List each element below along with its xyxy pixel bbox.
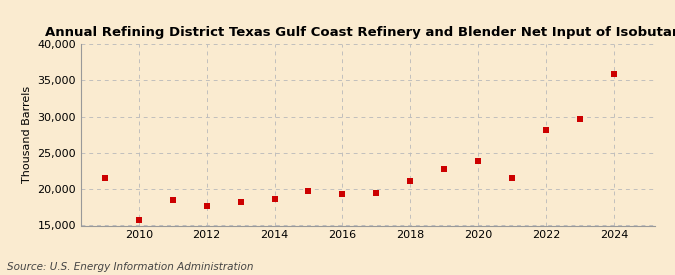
Text: Source: U.S. Energy Information Administration: Source: U.S. Energy Information Administ… (7, 262, 253, 272)
Point (167, 198, 178, 202)
Point (303, 188, 314, 193)
Y-axis label: Thousand Barrels: Thousand Barrels (22, 86, 32, 183)
Point (574, 117, 585, 121)
Point (371, 191, 382, 195)
Point (609, 72, 620, 77)
Point (472, 159, 483, 163)
Point (439, 167, 450, 171)
Point (99, 176, 110, 180)
Point (507, 176, 518, 180)
Point (405, 179, 416, 183)
Point (269, 197, 280, 202)
Point (235, 200, 246, 205)
Point (201, 204, 212, 208)
Point (541, 128, 551, 133)
Title: Annual Refining District Texas Gulf Coast Refinery and Blender Net Input of Isob: Annual Refining District Texas Gulf Coas… (45, 26, 675, 39)
Point (337, 192, 348, 196)
Point (134, 218, 144, 222)
